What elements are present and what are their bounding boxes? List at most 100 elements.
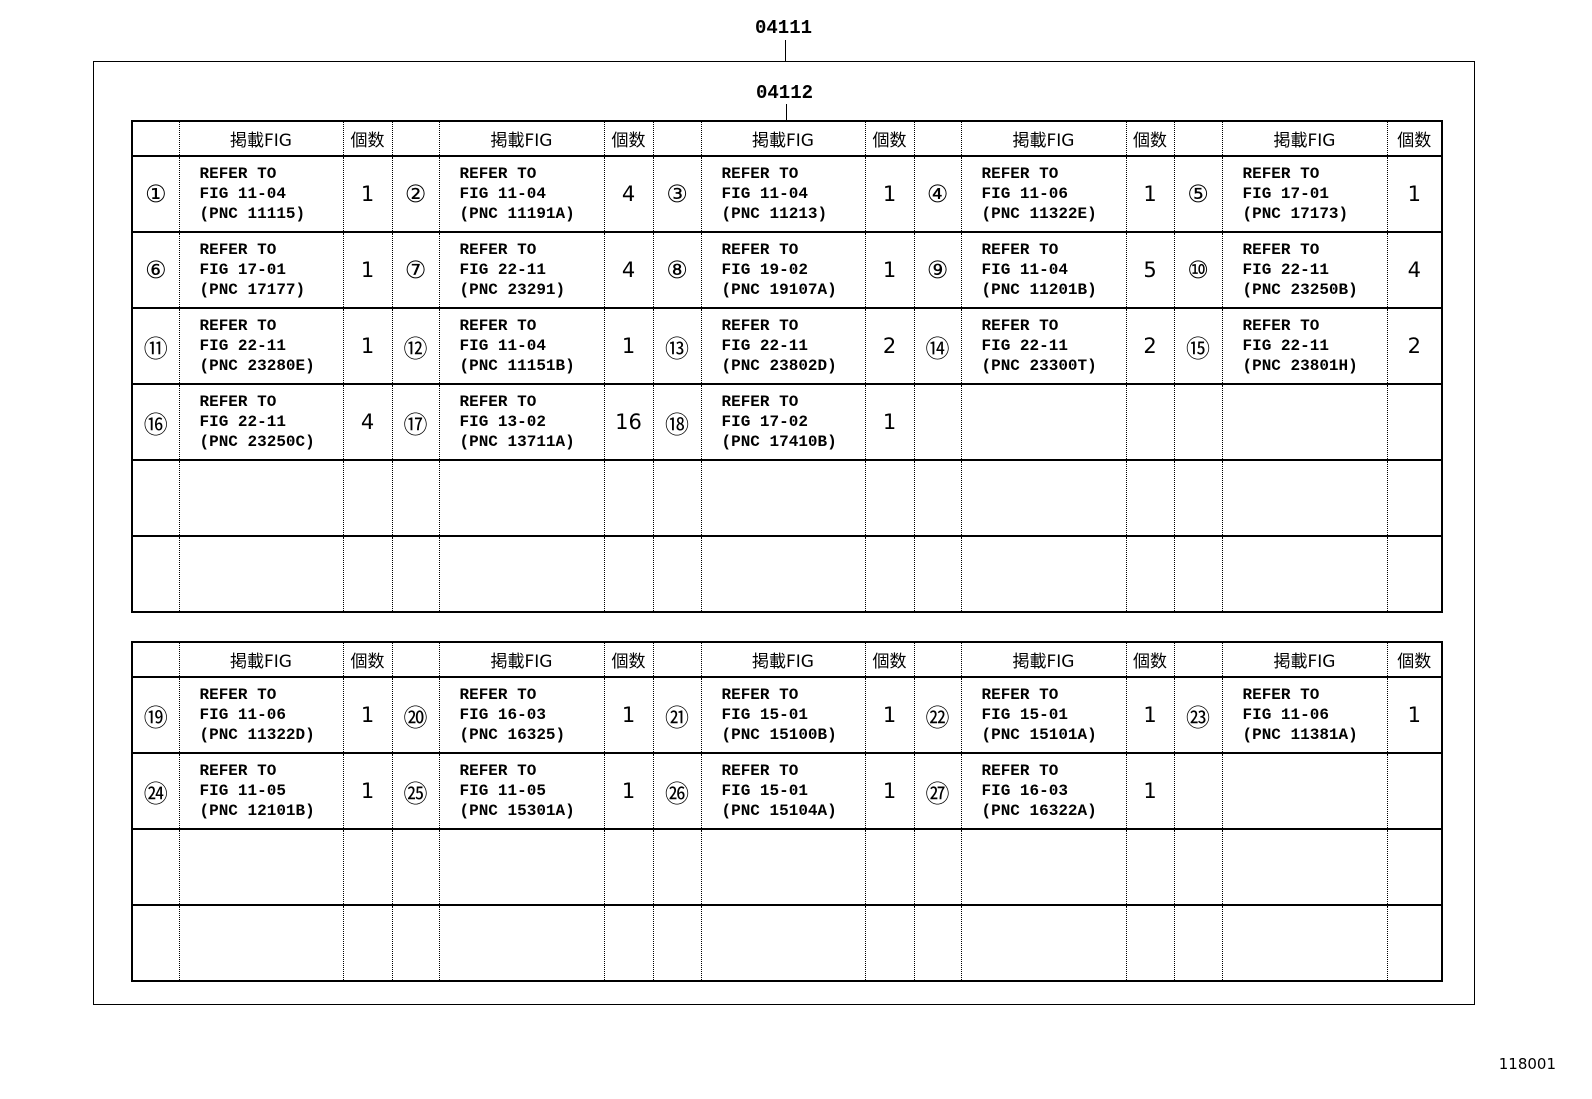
figure-reference: REFER TO FIG 22-11 (PNC 23250B)	[1221, 231, 1388, 309]
header-key	[913, 641, 962, 678]
callout-number	[913, 828, 962, 906]
callout-number	[391, 904, 440, 982]
quantity: 1	[342, 231, 393, 309]
figure-reference	[700, 904, 866, 982]
pnc-code: (PNC 11191A)	[459, 205, 575, 223]
fig-number: FIG 22-11	[459, 261, 546, 279]
fig-number: FIG 13-02	[459, 413, 546, 431]
fig-number: FIG 11-06	[199, 706, 286, 724]
pnc-code: (PNC 11381A)	[1242, 726, 1358, 744]
pnc-code: (PNC 17177)	[199, 281, 306, 299]
refer-text: REFER TO	[459, 393, 537, 411]
pnc-code: (PNC 11201B)	[981, 281, 1097, 299]
callout-number: ⑩	[1173, 231, 1223, 309]
figure-reference: REFER TO FIG 22-11 (PNC 23250C)	[178, 383, 344, 461]
pnc-code: (PNC 23280E)	[199, 357, 315, 375]
fig-number: FIG 11-06	[1242, 706, 1329, 724]
pnc-code: (PNC 17173)	[1242, 205, 1349, 223]
quantity: 1	[1125, 676, 1175, 754]
header-key	[652, 641, 702, 678]
figure-reference	[1221, 828, 1388, 906]
figure-reference: REFER TO FIG 16-03 (PNC 16322A)	[960, 752, 1127, 830]
quantity: 1	[1386, 676, 1443, 754]
header-key	[131, 641, 180, 678]
fig-number: FIG 11-06	[981, 185, 1068, 203]
quantity	[1125, 459, 1175, 537]
refer-text: REFER TO	[721, 762, 799, 780]
fig-number: FIG 11-05	[199, 782, 286, 800]
quantity: 1	[603, 676, 654, 754]
refer-text: REFER TO	[199, 241, 277, 259]
refer-text: REFER TO	[459, 241, 537, 259]
header-fig: 掲載FIG	[960, 641, 1127, 678]
quantity: 1	[1125, 155, 1175, 233]
refer-text: REFER TO	[721, 686, 799, 704]
quantity	[1125, 383, 1175, 461]
quantity	[603, 828, 654, 906]
callout-number	[131, 459, 180, 537]
pnc-code: (PNC 15104A)	[721, 802, 837, 820]
illustration-number: 118001	[1498, 1055, 1556, 1073]
pnc-code: (PNC 23801H)	[1242, 357, 1358, 375]
refer-text: REFER TO	[1242, 686, 1320, 704]
refer-text: REFER TO	[459, 317, 537, 335]
refer-text: REFER TO	[199, 317, 277, 335]
figure-reference	[960, 459, 1127, 537]
figure-reference: REFER TO FIG 11-06 (PNC 11322D)	[178, 676, 344, 754]
figure-reference: REFER TO FIG 15-01 (PNC 15100B)	[700, 676, 866, 754]
refer-text: REFER TO	[721, 241, 799, 259]
figure-reference: REFER TO FIG 17-02 (PNC 17410B)	[700, 383, 866, 461]
callout-number: ㉕	[391, 752, 440, 830]
refer-text: REFER TO	[981, 762, 1059, 780]
figure-reference	[1221, 383, 1388, 461]
pnc-code: (PNC 11322D)	[199, 726, 315, 744]
header-fig: 掲載FIG	[700, 120, 866, 157]
fig-number: FIG 15-01	[721, 706, 808, 724]
header-fig: 掲載FIG	[178, 120, 344, 157]
quantity	[1386, 383, 1443, 461]
figure-reference	[438, 535, 605, 613]
pnc-code: (PNC 11151B)	[459, 357, 575, 375]
refer-text: REFER TO	[981, 317, 1059, 335]
refer-text: REFER TO	[721, 393, 799, 411]
callout-number	[913, 383, 962, 461]
figure-reference	[700, 828, 866, 906]
figure-reference: REFER TO FIG 11-04 (PNC 11151B)	[438, 307, 605, 385]
quantity: 1	[1125, 752, 1175, 830]
pnc-code: (PNC 15100B)	[721, 726, 837, 744]
callout-number	[1173, 383, 1223, 461]
pnc-code: (PNC 23291)	[459, 281, 566, 299]
callout-number: ㉓	[1173, 676, 1223, 754]
header-qty: 個数	[1125, 641, 1175, 678]
figure-reference: REFER TO FIG 17-01 (PNC 17177)	[178, 231, 344, 309]
quantity	[1386, 828, 1443, 906]
refer-text: REFER TO	[199, 762, 277, 780]
figure-reference	[700, 459, 866, 537]
figure-reference: REFER TO FIG 15-01 (PNC 15104A)	[700, 752, 866, 830]
quantity	[342, 828, 393, 906]
header-qty: 個数	[342, 120, 393, 157]
refer-text: REFER TO	[981, 165, 1059, 183]
callout-number	[652, 904, 702, 982]
header-row: 掲載FIG 個数 掲載FIG 個数 掲載FIG 個数 掲載FIG 個数 掲載FIG 個数	[131, 120, 1443, 157]
fig-number: FIG 22-11	[1242, 337, 1329, 355]
figure-reference	[960, 904, 1127, 982]
header-row: 掲載FIG 個数 掲載FIG 個数 掲載FIG 個数 掲載FIG 個数 掲載FIG 個数	[131, 641, 1443, 678]
refer-text: REFER TO	[459, 165, 537, 183]
fig-number: FIG 11-05	[459, 782, 546, 800]
quantity	[342, 535, 393, 613]
fig-number: FIG 11-04	[459, 185, 546, 203]
callout-number	[913, 459, 962, 537]
quantity: 4	[342, 383, 393, 461]
figure-reference: REFER TO FIG 22-11 (PNC 23802D)	[700, 307, 866, 385]
callout-number: ②	[391, 155, 440, 233]
quantity: 2	[864, 307, 915, 385]
pnc-code: (PNC 12101B)	[199, 802, 315, 820]
fig-number: FIG 16-03	[459, 706, 546, 724]
figure-reference: REFER TO FIG 22-11 (PNC 23300T)	[960, 307, 1127, 385]
pnc-code: (PNC 23802D)	[721, 357, 837, 375]
callout-number: ⑦	[391, 231, 440, 309]
parts-table-top: 掲載FIG 個数 掲載FIG 個数 掲載FIG 個数 掲載FIG 個数 掲載FIG 個数 ① REFE…	[131, 120, 1443, 613]
fig-number: FIG 11-04	[981, 261, 1068, 279]
callout-number: ⑨	[913, 231, 962, 309]
